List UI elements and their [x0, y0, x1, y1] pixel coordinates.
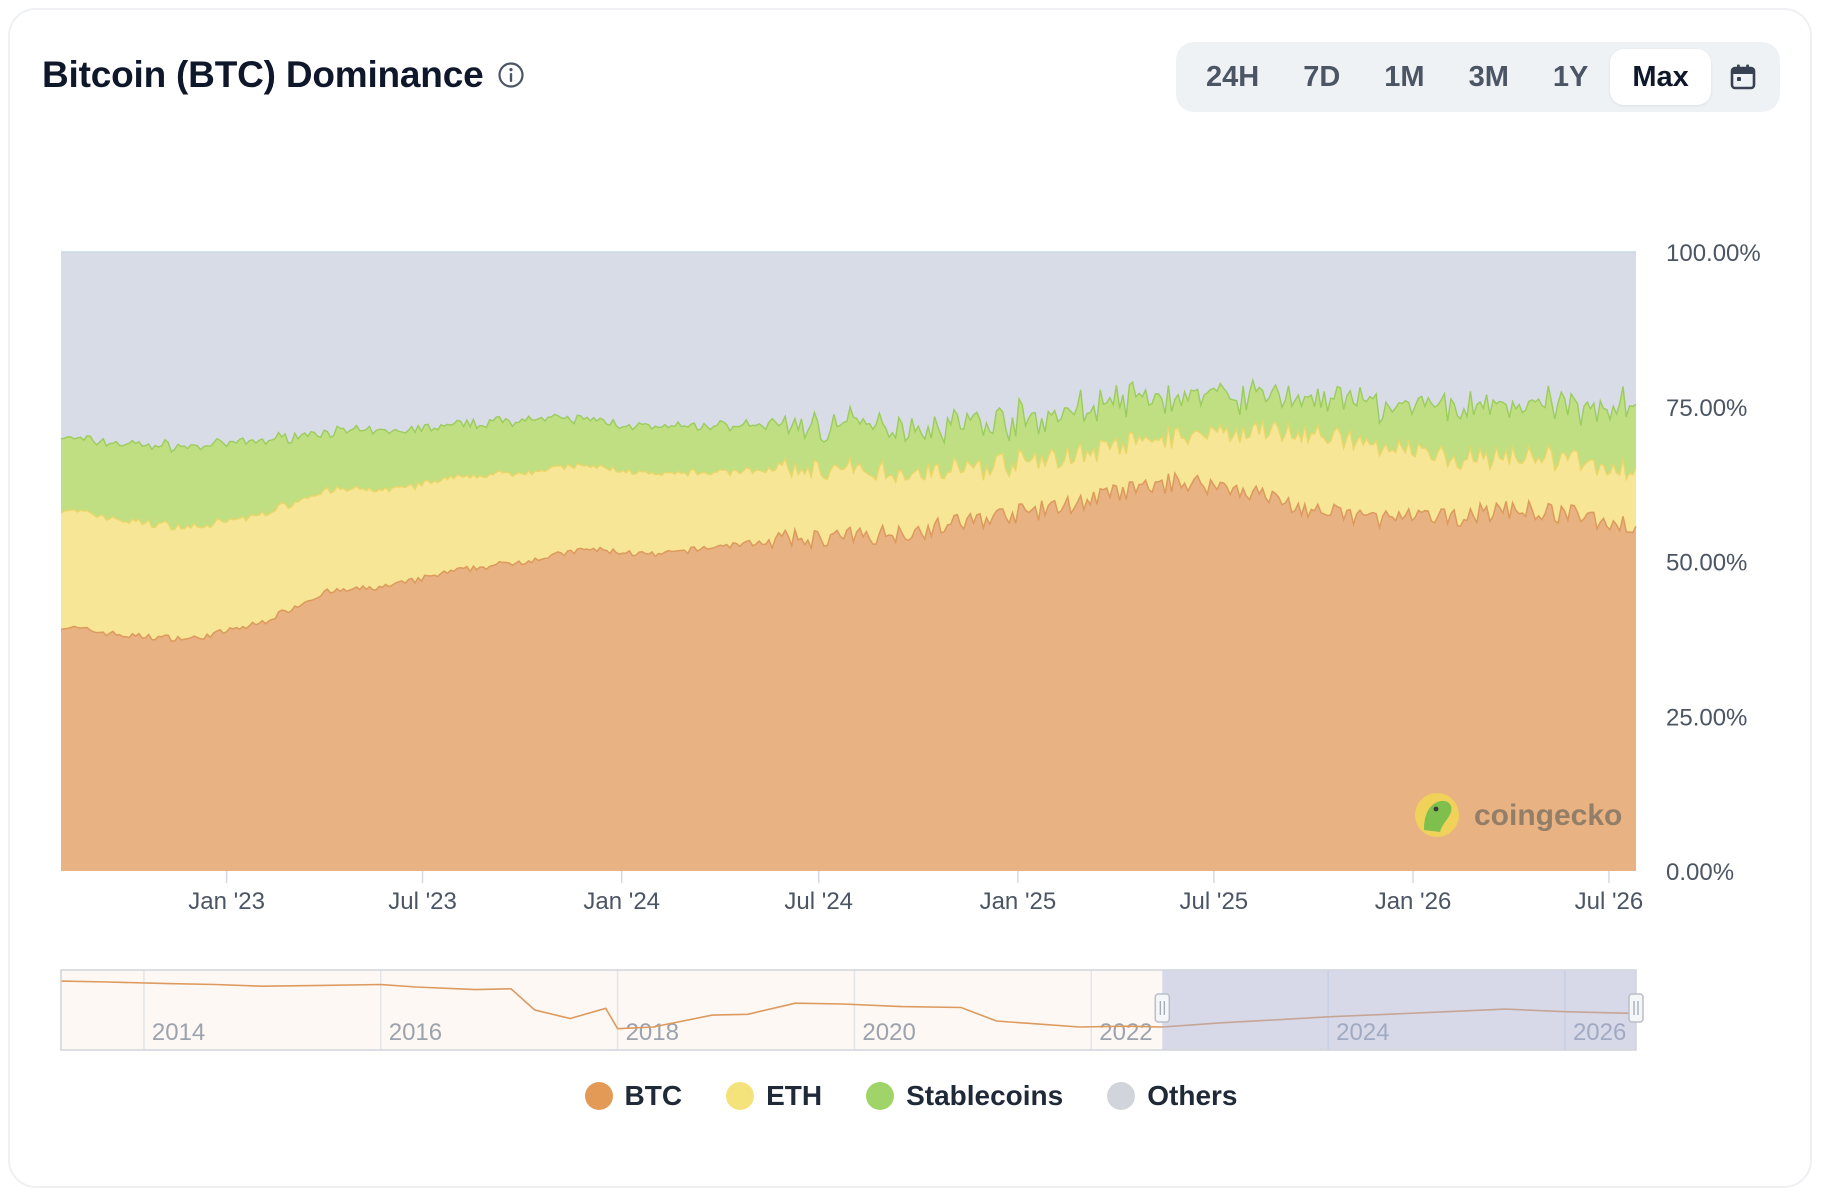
series-others-area — [61, 252, 1636, 452]
series-stablecoins-line — [60, 377, 1637, 454]
legend-btc-label: BTC — [624, 1080, 683, 1111]
legend-btc-dot — [584, 1082, 613, 1110]
navigator-tick-label: 2026 — [1573, 1019, 1626, 1046]
range-1m-button[interactable]: 1M — [1384, 60, 1425, 93]
navigator-tick-label: 2024 — [1336, 1019, 1389, 1046]
range-3m-button[interactable]: 3M — [1468, 60, 1509, 93]
chart-legend: BTC ETH Stablecoins Others — [0, 1080, 1822, 1112]
navigator-tick-label: 2014 — [152, 1019, 205, 1046]
y-tick-label: 50.00% — [1666, 550, 1747, 577]
x-tick-label: Jul '26 — [1575, 888, 1644, 915]
legend-others-dot — [1107, 1082, 1136, 1110]
range-7d-button[interactable]: 7D — [1303, 60, 1341, 93]
range-24h-button[interactable]: 24H — [1206, 60, 1260, 93]
x-tick-label: Jul '25 — [1180, 888, 1249, 915]
series-btc-line — [60, 471, 1637, 642]
x-tick-label: Jan '23 — [188, 888, 265, 915]
info-icon[interactable] — [497, 61, 525, 89]
x-tick-label: Jan '26 — [1375, 888, 1452, 915]
series-eth-line — [60, 420, 1637, 531]
range-1y-button[interactable]: 1Y — [1552, 60, 1589, 93]
legend-item-btc[interactable]: BTC — [584, 1080, 683, 1112]
navigator-tick-label: 2022 — [1099, 1019, 1152, 1046]
calendar-button[interactable] — [1715, 49, 1772, 105]
chart-title-text: Bitcoin (BTC) Dominance — [42, 54, 484, 95]
x-tick-label: Jan '24 — [583, 888, 660, 915]
range-max-button[interactable]: Max — [1610, 49, 1711, 105]
legend-eth-label: ETH — [766, 1080, 823, 1111]
watermark-text: coingecko — [1474, 799, 1622, 832]
time-range-selector: 24H 7D 1M 3M 1Y Max — [1176, 42, 1780, 112]
x-tick-label: Jul '23 — [388, 888, 457, 915]
plot-layer — [60, 251, 1637, 871]
navigator-tick-label: 2020 — [862, 1019, 915, 1046]
navigator-selection — [1162, 970, 1636, 1050]
chart-title: Bitcoin (BTC) Dominance — [42, 54, 525, 96]
legend-item-stablecoins[interactable]: Stablecoins — [866, 1080, 1063, 1112]
y-tick-label: 75.00% — [1666, 395, 1747, 422]
y-tick-label: 100.00% — [1666, 240, 1761, 267]
legend-item-eth[interactable]: ETH — [726, 1080, 822, 1112]
x-tick-label: Jan '25 — [980, 888, 1057, 915]
navigator-right-handle[interactable] — [1628, 993, 1644, 1023]
series-btc-area — [61, 473, 1636, 871]
legend-stablecoins-label: Stablecoins — [906, 1080, 1064, 1111]
series-eth-area — [61, 420, 1636, 642]
legend-stablecoins-dot — [866, 1082, 895, 1110]
navigator: 2014 2016 2018 2020 2022 2024 2026 — [60, 969, 1644, 1051]
axis-layer: 100.00% 75.00% 50.00% 25.00% 0.00% Jan '23 Jul… — [188, 240, 1760, 915]
legend-eth-dot — [726, 1082, 755, 1110]
navigator-tick-label: 2016 — [389, 1019, 442, 1046]
navigator-left-handle[interactable] — [1154, 993, 1171, 1023]
coingecko-watermark: coingecko — [1415, 793, 1622, 837]
coingecko-logo-gecko — [1424, 800, 1452, 832]
navigator-background — [61, 970, 1636, 1050]
navigator-btc-line — [60, 980, 1637, 1030]
calendar-icon — [1731, 64, 1756, 90]
legend-item-others[interactable]: Others — [1107, 1080, 1237, 1112]
y-tick-label: 25.00% — [1666, 704, 1747, 731]
x-tick-label: Jul '24 — [784, 888, 853, 915]
legend-others-label: Others — [1147, 1080, 1238, 1111]
series-stablecoins-area — [61, 380, 1636, 530]
y-tick-label: 0.00% — [1666, 859, 1734, 886]
coingecko-logo-eye — [1433, 806, 1439, 812]
